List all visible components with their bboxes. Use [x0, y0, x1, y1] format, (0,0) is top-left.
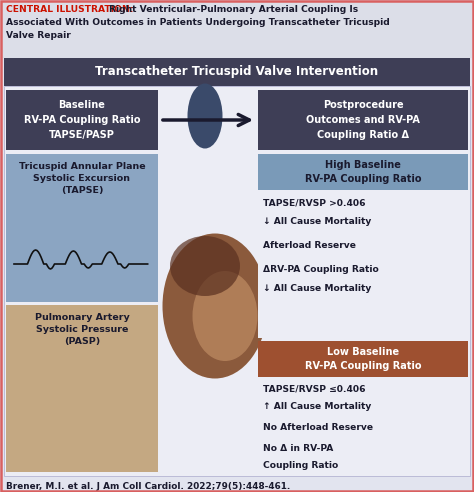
Bar — [258, 90, 468, 150]
Text: (TAPSE): (TAPSE) — [61, 186, 103, 195]
Text: Transcatheter Tricuspid Valve Intervention: Transcatheter Tricuspid Valve Interventi… — [95, 65, 379, 79]
Text: (PASP): (PASP) — [64, 337, 100, 346]
Text: ↓ All Cause Mortality: ↓ All Cause Mortality — [263, 217, 371, 226]
Text: CENTRAL ILLUSTRATION:: CENTRAL ILLUSTRATION: — [6, 5, 133, 14]
Bar — [4, 86, 470, 476]
Text: High Baseline
RV-PA Coupling Ratio: High Baseline RV-PA Coupling Ratio — [305, 160, 421, 184]
Text: Pulmonary Artery: Pulmonary Artery — [35, 313, 129, 322]
Text: Postprocedure
Outcomes and RV-PA
Coupling Ratio Δ: Postprocedure Outcomes and RV-PA Couplin… — [306, 100, 420, 140]
Text: Systolic Excursion: Systolic Excursion — [34, 174, 130, 183]
Bar — [6, 154, 158, 302]
Text: ΔRV-PA Coupling Ratio: ΔRV-PA Coupling Ratio — [263, 265, 379, 274]
Text: Afterload Reserve: Afterload Reserve — [263, 241, 356, 250]
Bar — [258, 341, 468, 377]
Text: TAPSE/RVSP ≤0.406: TAPSE/RVSP ≤0.406 — [263, 385, 365, 394]
Text: Coupling Ratio: Coupling Ratio — [263, 461, 338, 470]
Text: TAPSE/RVSP >0.406: TAPSE/RVSP >0.406 — [263, 198, 365, 207]
Text: Systolic Pressure: Systolic Pressure — [36, 325, 128, 334]
Text: No Δ in RV-PA: No Δ in RV-PA — [263, 444, 333, 453]
Text: Brener, M.I. et al. J Am Coll Cardiol. 2022;79(5):448-461.: Brener, M.I. et al. J Am Coll Cardiol. 2… — [6, 482, 290, 491]
Bar — [2, 2, 472, 58]
Text: Tricuspid Annular Plane: Tricuspid Annular Plane — [18, 162, 146, 171]
Bar — [6, 90, 158, 150]
Ellipse shape — [192, 271, 257, 361]
Ellipse shape — [163, 234, 267, 378]
Text: Associated With Outcomes in Patients Undergoing Transcatheter Tricuspid: Associated With Outcomes in Patients Und… — [6, 18, 390, 27]
Bar — [258, 377, 468, 472]
Text: Valve Repair: Valve Repair — [6, 31, 71, 40]
Text: ↑ All Cause Mortality: ↑ All Cause Mortality — [263, 402, 371, 411]
Bar — [4, 58, 470, 86]
Ellipse shape — [188, 84, 222, 149]
Bar — [258, 190, 468, 338]
Text: Right Ventricular-Pulmonary Arterial Coupling Is: Right Ventricular-Pulmonary Arterial Cou… — [109, 5, 358, 14]
Text: No Afterload Reserve: No Afterload Reserve — [263, 423, 373, 432]
Bar — [6, 305, 158, 472]
Ellipse shape — [170, 236, 240, 296]
Text: Baseline
RV-PA Coupling Ratio
TAPSE/PASP: Baseline RV-PA Coupling Ratio TAPSE/PASP — [24, 100, 140, 140]
Bar — [258, 154, 468, 190]
Text: ↓ All Cause Mortality: ↓ All Cause Mortality — [263, 284, 371, 293]
Text: Low Baseline
RV-PA Coupling Ratio: Low Baseline RV-PA Coupling Ratio — [305, 347, 421, 371]
